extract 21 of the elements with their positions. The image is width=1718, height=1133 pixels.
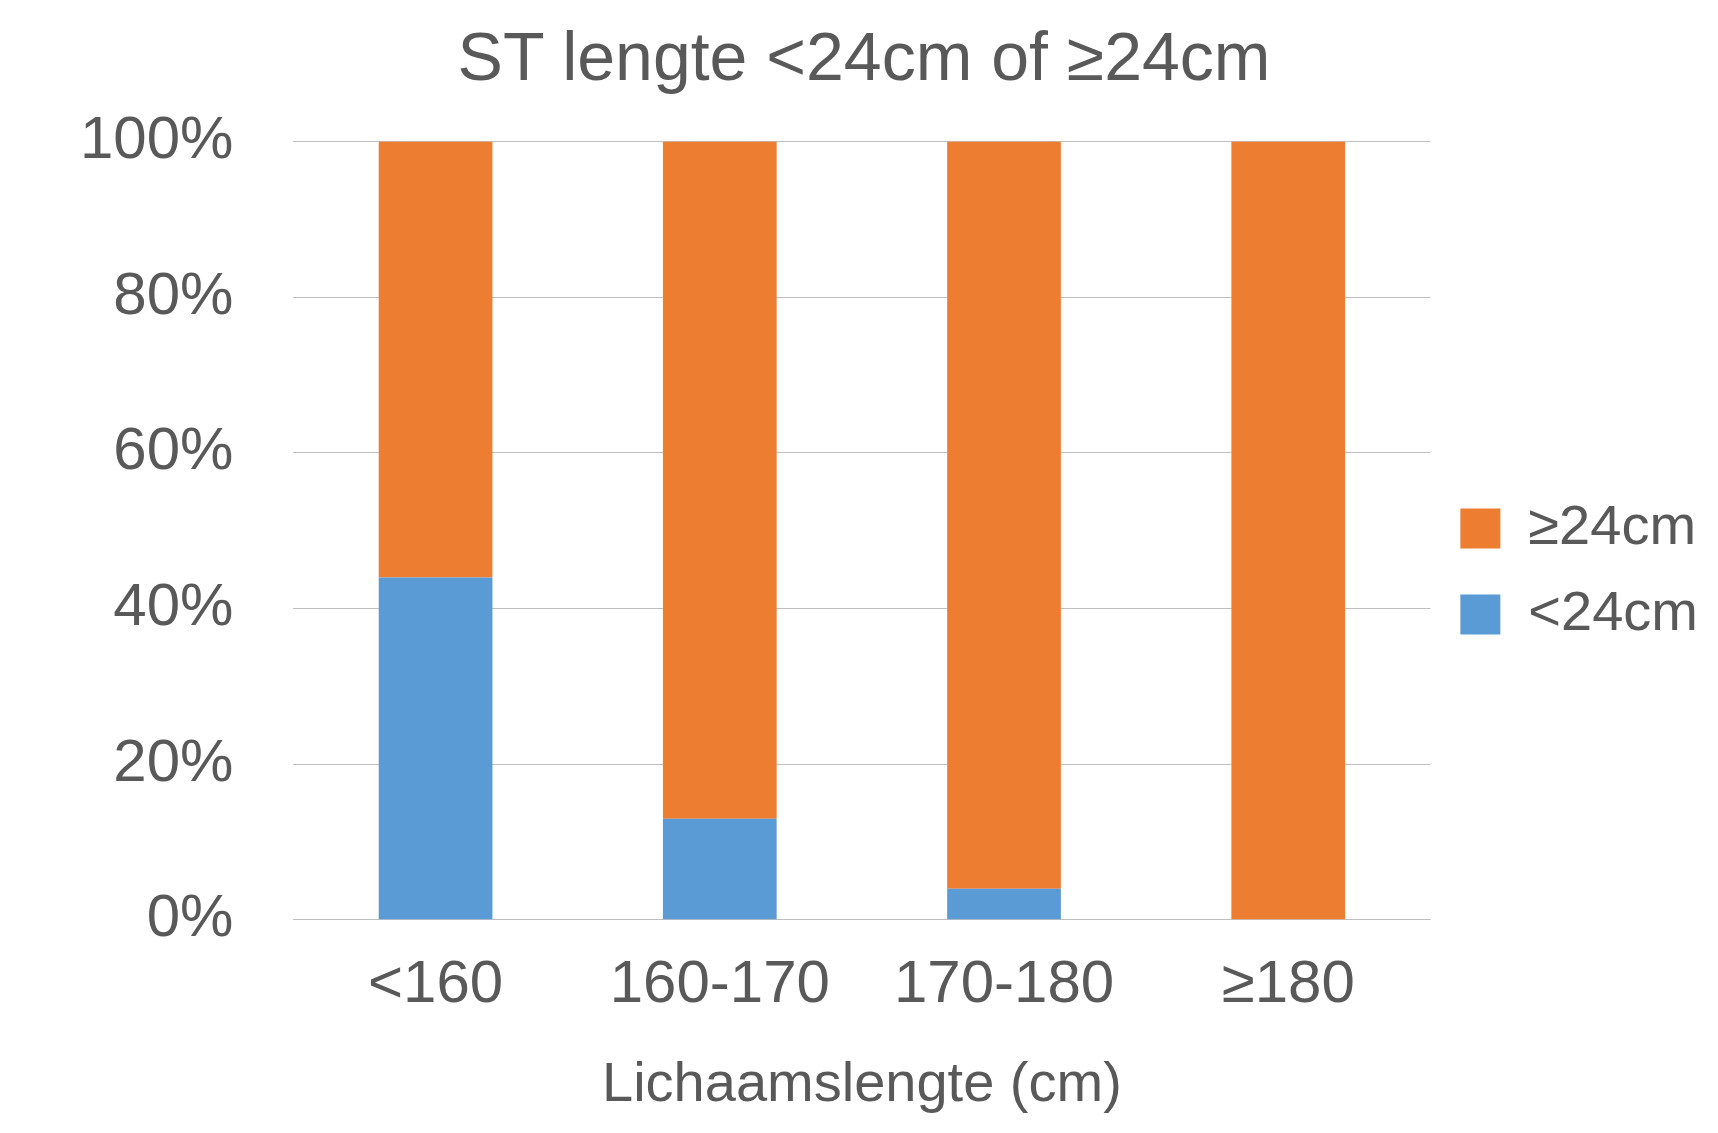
x-axis-title: Lichaamslengte (cm) [602,1049,1122,1113]
x-tick-label: 160-170 [609,948,830,1016]
y-tick-label: 80% [113,259,234,327]
bar [662,818,777,920]
bar [662,141,777,819]
chart-title: ST lengte <24cm of ≥24cm [457,17,1271,94]
y-tick-label: 20% [113,726,234,794]
y-tick-label: 0% [146,882,234,950]
x-tick-label: 170-180 [893,948,1115,1016]
bar [947,888,1061,920]
bar [947,141,1061,889]
legend-label: ≥24cm [1528,492,1697,556]
x-tick-label: ≥180 [1221,948,1355,1016]
y-tick-label: 100% [79,104,234,172]
x-tick-label: <160 [367,948,504,1016]
bar [378,141,493,578]
y-tick-label: 40% [113,571,234,639]
bar [1231,141,1346,920]
legend-label: <24cm [1528,578,1698,642]
y-tick-label: 60% [113,415,234,483]
bar [378,577,493,920]
